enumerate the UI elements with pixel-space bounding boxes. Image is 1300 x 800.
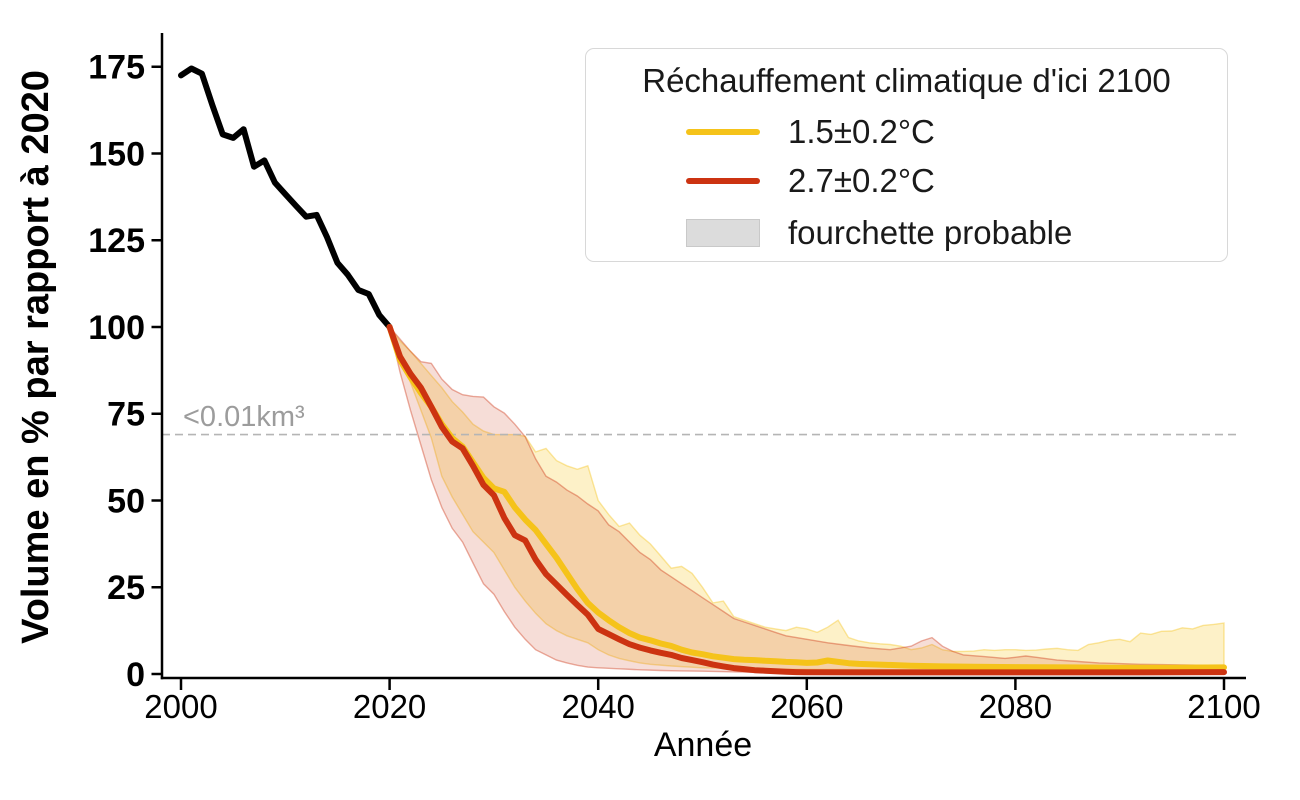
legend-item-probable-range: fourchette probable bbox=[686, 214, 1073, 251]
legend-item-label: fourchette probable bbox=[788, 214, 1073, 251]
x-tick-label: 2100 bbox=[1187, 688, 1260, 725]
legend-swatch-yellow-line bbox=[686, 129, 760, 135]
y-tick-label: 25 bbox=[107, 569, 145, 607]
y-axis-label: Volume en % par rapport à 2020 bbox=[15, 70, 57, 644]
band-0 bbox=[388, 326, 1225, 671]
x-tick-label: 2000 bbox=[144, 688, 217, 725]
series-line-1 bbox=[386, 324, 1227, 671]
legend-title: Réchauffement climatique d'ici 2100 bbox=[642, 62, 1171, 99]
threshold-group: <0.01km³ bbox=[162, 401, 1240, 436]
y-tick-label: 0 bbox=[126, 656, 145, 694]
y-tick-label: 50 bbox=[107, 482, 145, 520]
legend-swatch-red-line bbox=[686, 178, 760, 184]
x-tick-label: 2060 bbox=[770, 688, 843, 725]
axis-ticks: 0 25 50 75 100 125 150 175 2000 2020 2040 2060 2080 2… bbox=[88, 49, 1260, 725]
x-tick-label: 2080 bbox=[979, 688, 1052, 725]
x-axis-label: Année bbox=[654, 726, 752, 764]
legend-item-label: 1.5±0.2°C bbox=[788, 113, 935, 150]
band-1 bbox=[388, 326, 1225, 674]
legend-swatch-gray-patch bbox=[686, 219, 760, 247]
x-tick-label: 2040 bbox=[561, 688, 634, 725]
threshold-label: <0.01km³ bbox=[183, 401, 305, 433]
y-tick-label: 100 bbox=[88, 309, 145, 347]
series-line-0 bbox=[178, 65, 393, 330]
legend: Réchauffement climatique d'ici 2100 1.5±… bbox=[585, 48, 1228, 262]
legend-item-label: 2.7±0.2°C bbox=[788, 162, 935, 199]
series-line-2 bbox=[386, 324, 1227, 676]
legend-item-scenario-2-7: 2.7±0.2°C bbox=[686, 162, 935, 199]
uncertainty-bands bbox=[388, 326, 1225, 674]
y-tick-label: 75 bbox=[107, 396, 145, 434]
y-tick-label: 175 bbox=[88, 49, 145, 87]
axes-spines bbox=[160, 33, 1246, 680]
y-tick-label: 125 bbox=[88, 222, 145, 260]
y-tick-label: 150 bbox=[88, 135, 145, 173]
data-series bbox=[178, 65, 1227, 676]
legend-item-scenario-1-5: 1.5±0.2°C bbox=[686, 113, 935, 150]
x-tick-label: 2020 bbox=[353, 688, 426, 725]
